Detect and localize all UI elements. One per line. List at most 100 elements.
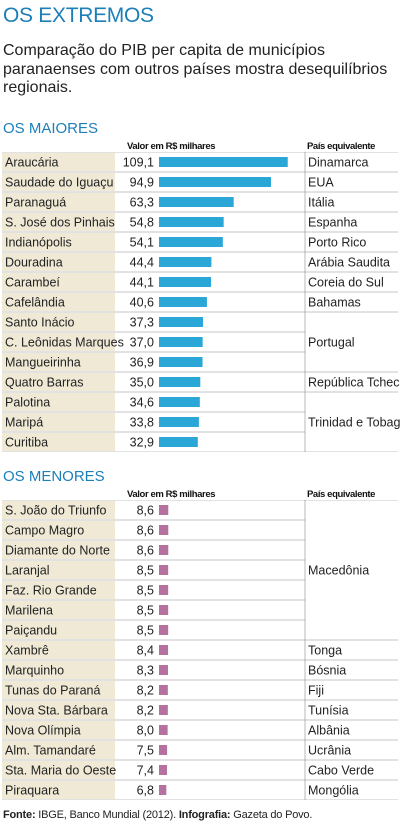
country-label: Ucrânia <box>308 744 351 758</box>
row-shade <box>2 721 115 739</box>
bar <box>159 565 169 575</box>
bar <box>159 357 203 367</box>
column-header-country: País equivalente <box>307 489 376 500</box>
category-label: Laranjal <box>5 564 49 578</box>
value-label: 8,2 <box>137 704 154 718</box>
row-shade <box>2 233 115 251</box>
value-label: 8,6 <box>137 504 154 518</box>
row-shade <box>2 581 115 599</box>
section-title-menores: OS MENORES <box>3 468 105 485</box>
country-label: Porto Rico <box>308 236 366 250</box>
footer-source-label: Fonte: <box>3 809 36 821</box>
bar <box>159 377 201 387</box>
value-label: 35,0 <box>130 376 154 390</box>
chart-maiores: Araucária 109,1 Saudade do Iguaçu 94,9 Paran… <box>2 152 400 452</box>
row-shade <box>2 541 115 559</box>
value-label: 32,9 <box>130 436 154 450</box>
row-shade <box>2 353 115 371</box>
category-label: Palotina <box>5 396 50 410</box>
country-label: Bahamas <box>308 296 361 310</box>
value-label: 8,4 <box>137 644 154 658</box>
country-label: Tonga <box>308 644 342 658</box>
category-label: Maripá <box>5 416 43 430</box>
category-label: Diamante do Norte <box>5 544 110 558</box>
value-label: 94,9 <box>130 176 154 190</box>
category-label: Campo Magro <box>5 524 84 538</box>
category-label: Quatro Barras <box>5 376 84 390</box>
value-label: 8,5 <box>137 624 154 638</box>
row-shade <box>2 313 115 331</box>
value-label: 44,4 <box>130 256 154 270</box>
value-label: 36,9 <box>130 356 154 370</box>
category-label: Indianópolis <box>5 236 72 250</box>
category-label: Paiçandu <box>5 624 57 638</box>
category-label: Xambrê <box>5 644 49 658</box>
country-label: Coreia do Sul <box>308 276 384 290</box>
row-shade <box>2 681 115 699</box>
category-label: Saudade do Iguaçu <box>5 176 113 190</box>
footer-source-text: IBGE, Banco Mundial (2012). <box>38 809 176 821</box>
row-shade <box>2 781 115 799</box>
value-label: 8,5 <box>137 564 154 578</box>
category-label: Marquinho <box>5 664 64 678</box>
value-label: 33,8 <box>130 416 154 430</box>
value-label: 6,8 <box>137 784 154 798</box>
bar <box>159 765 167 775</box>
country-label: Cabo Verde <box>308 764 374 778</box>
bar <box>159 685 168 695</box>
category-label: Marilena <box>5 604 53 618</box>
section-title-maiores: OS MAIORES <box>3 120 99 137</box>
column-header-value: Valor em R$ milhares <box>127 489 216 500</box>
bar <box>159 317 204 327</box>
row-shade <box>2 741 115 759</box>
column-header-value: Valor em R$ milhares <box>127 141 216 152</box>
bar <box>159 505 169 515</box>
row-shade <box>2 253 115 271</box>
bar <box>159 197 234 207</box>
row-shade <box>2 373 115 391</box>
page-subtitle: Comparação do PIB per capita de municípi… <box>3 42 388 96</box>
row-shade <box>2 433 115 451</box>
value-label: 7,4 <box>137 764 154 778</box>
row-shade <box>2 213 115 231</box>
page-title: OS EXTREMOS <box>3 4 154 27</box>
country-label: Mongólia <box>308 784 359 798</box>
bar <box>159 337 203 347</box>
row-shade <box>2 601 115 619</box>
row-shade <box>2 413 115 431</box>
country-label: República Tcheca <box>308 376 400 390</box>
column-header-country: País equivalente <box>307 141 376 152</box>
category-label: Piraquara <box>5 784 59 798</box>
country-label: Itália <box>308 196 334 210</box>
bar <box>159 237 223 247</box>
bar <box>159 257 212 267</box>
value-label: 40,6 <box>130 296 154 310</box>
row-shade <box>2 333 115 351</box>
category-label: Alm. Tamandaré <box>5 744 96 758</box>
row-shade <box>2 293 115 311</box>
category-label: Cafelândia <box>5 296 65 310</box>
footer-credit-text: Gazeta do Povo. <box>233 809 313 821</box>
bar <box>159 277 212 287</box>
country-label: Tunísia <box>308 704 349 718</box>
bar <box>159 605 169 615</box>
country-label: Albânia <box>308 724 350 738</box>
bar <box>159 745 168 755</box>
row-shade <box>2 561 115 579</box>
row-shade <box>2 641 115 659</box>
footer-credit-label: Infografia: <box>178 809 231 821</box>
category-label: Nova Sta. Bárbara <box>5 704 108 718</box>
country-label: Dinamarca <box>308 156 368 170</box>
category-label: S. João do Triunfo <box>5 504 107 518</box>
row-shade <box>2 521 115 539</box>
row-shade <box>2 621 115 639</box>
bar <box>159 645 169 655</box>
value-label: 37,3 <box>130 316 154 330</box>
value-label: 54,8 <box>130 216 154 230</box>
category-label: Araucária <box>5 156 59 170</box>
bar <box>159 177 271 187</box>
value-label: 37,0 <box>130 336 154 350</box>
value-label: 34,6 <box>130 396 154 410</box>
value-label: 8,6 <box>137 524 154 538</box>
row-shade <box>2 761 115 779</box>
